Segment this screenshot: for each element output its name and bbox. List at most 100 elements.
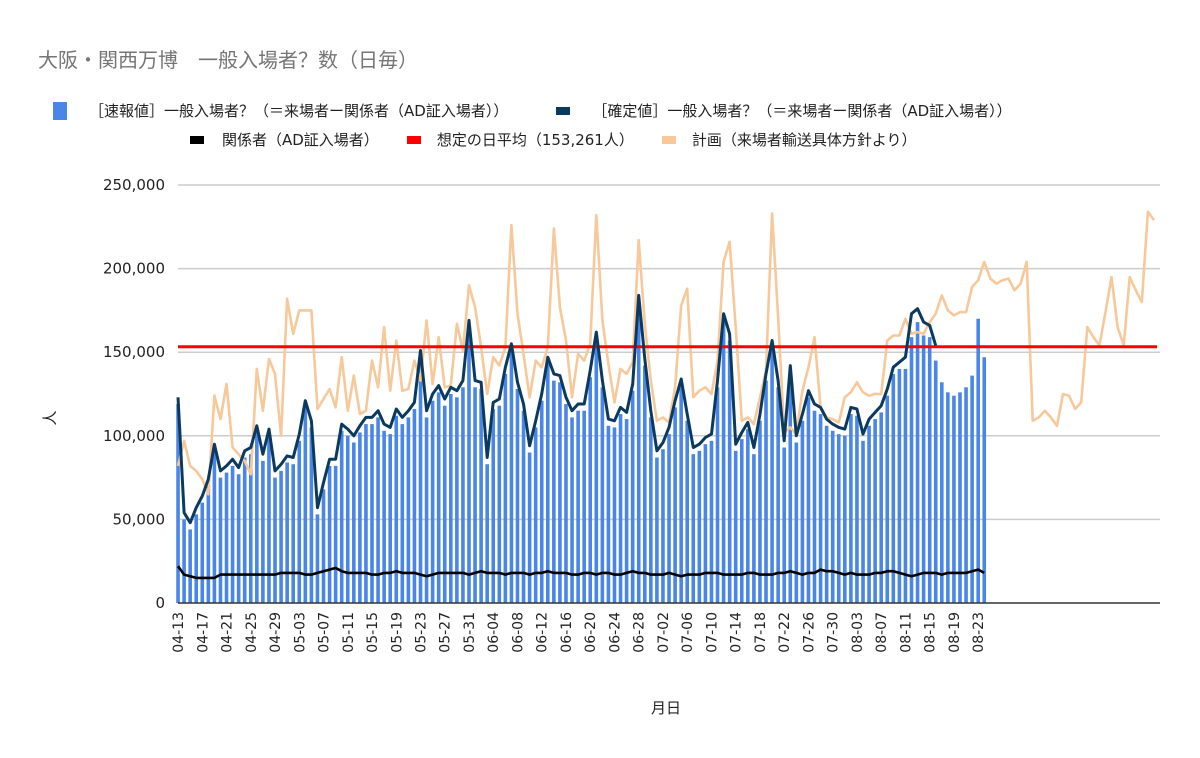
bar xyxy=(933,360,938,603)
bar xyxy=(618,414,623,603)
bar xyxy=(303,407,308,603)
y-tick-label: 50,000 xyxy=(113,510,166,528)
bar xyxy=(224,472,229,603)
bar xyxy=(188,529,192,603)
bar xyxy=(788,372,793,603)
bar xyxy=(806,397,811,603)
bar xyxy=(691,454,696,603)
bar xyxy=(424,417,429,603)
bar xyxy=(721,320,726,603)
bar xyxy=(267,435,271,603)
legend-label: 関係者（AD証入場者） xyxy=(222,131,379,149)
bar xyxy=(770,347,774,603)
bar xyxy=(333,465,338,603)
bar xyxy=(558,382,562,603)
x-tick-label: 06-08 xyxy=(510,612,526,653)
bar xyxy=(533,427,538,603)
bar xyxy=(370,424,374,603)
bar xyxy=(291,464,296,603)
bar xyxy=(958,392,962,603)
bar xyxy=(642,365,647,603)
x-tick-label: 07-18 xyxy=(753,612,769,653)
bar xyxy=(564,404,568,603)
x-tick-label: 07-06 xyxy=(680,612,696,653)
x-tick-label: 06-12 xyxy=(535,612,551,653)
bar xyxy=(843,435,847,603)
bar xyxy=(248,454,253,603)
confirmed-line xyxy=(176,293,938,525)
bar xyxy=(539,400,544,603)
x-tick-label: 05-07 xyxy=(317,612,333,653)
bar xyxy=(552,380,556,603)
y-tick-label: 200,000 xyxy=(103,260,165,278)
bar xyxy=(746,429,750,603)
bar xyxy=(903,368,908,603)
legend-item-flash-report[interactable]: ［速報値］一般入場者？（＝来場者ー関係者（AD証入場者）） xyxy=(53,100,508,121)
bar xyxy=(655,457,659,603)
bar xyxy=(685,420,690,603)
x-tick-label: 08-11 xyxy=(898,612,914,653)
bar xyxy=(612,427,617,603)
bar xyxy=(382,430,386,603)
legend-swatch-black xyxy=(190,135,204,144)
bar xyxy=(982,357,987,603)
bar xyxy=(624,419,629,603)
bar xyxy=(418,357,423,603)
bar xyxy=(715,387,720,603)
x-tick-label: 06-28 xyxy=(632,612,648,653)
bar xyxy=(855,415,859,603)
bar xyxy=(479,388,483,603)
bar xyxy=(515,388,520,603)
bar xyxy=(545,363,550,603)
x-tick-label: 05-15 xyxy=(365,612,381,653)
y-tick-label: 150,000 xyxy=(103,343,165,361)
bar xyxy=(679,385,683,603)
bar xyxy=(467,327,471,603)
bar xyxy=(776,387,780,603)
bar xyxy=(849,414,853,603)
legend-swatch-navy xyxy=(556,106,571,115)
legend-item-expected-average[interactable]: 想定の日平均（153,261人） xyxy=(406,129,634,150)
bar xyxy=(345,435,350,603)
bar xyxy=(503,373,508,603)
bar xyxy=(897,368,902,603)
bar xyxy=(709,440,714,603)
x-tick-label: 07-02 xyxy=(656,612,672,653)
bar xyxy=(667,434,671,603)
bar xyxy=(588,377,593,603)
bar xyxy=(727,340,732,603)
bar xyxy=(976,318,980,603)
x-tick-label: 06-20 xyxy=(583,612,599,653)
bar xyxy=(497,405,502,603)
bar xyxy=(473,387,477,603)
legend-item-plan[interactable]: 計画（来場者輸送具体方針より） xyxy=(661,129,917,150)
x-tick-label: 07-26 xyxy=(801,612,817,653)
legend-item-staff[interactable]: 関係者（AD証入場者） xyxy=(190,129,379,150)
bar xyxy=(309,427,314,603)
legend-item-confirmed[interactable]: ［確定値］一般入場者？（＝来場者ー関係者（AD証入場者）） xyxy=(556,100,1012,121)
bar xyxy=(206,485,211,603)
bar xyxy=(570,417,574,603)
bar xyxy=(927,337,932,603)
x-tick-label: 07-22 xyxy=(777,612,793,653)
bar xyxy=(236,474,241,603)
bar xyxy=(600,387,605,603)
staff-line xyxy=(176,565,985,580)
y-tick-label: 0 xyxy=(155,594,165,612)
bar xyxy=(752,454,756,603)
legend-swatch-blue xyxy=(53,101,67,120)
bar xyxy=(915,322,920,603)
bar xyxy=(636,302,641,603)
bar xyxy=(649,417,653,603)
bar xyxy=(242,457,247,603)
y-tick-label: 100,000 xyxy=(103,427,165,445)
x-tick-label: 08-19 xyxy=(947,612,963,653)
bar xyxy=(873,419,877,603)
x-axis-title: 月日 xyxy=(651,699,681,717)
bar xyxy=(200,502,205,603)
x-tick-label: 04-17 xyxy=(195,612,211,653)
x-tick-label: 04-25 xyxy=(244,612,260,653)
bar xyxy=(212,450,217,603)
plan-line xyxy=(176,210,1156,496)
legend-label: ［速報値］一般入場者？（＝来場者ー関係者（AD証入場者）） xyxy=(89,102,509,120)
